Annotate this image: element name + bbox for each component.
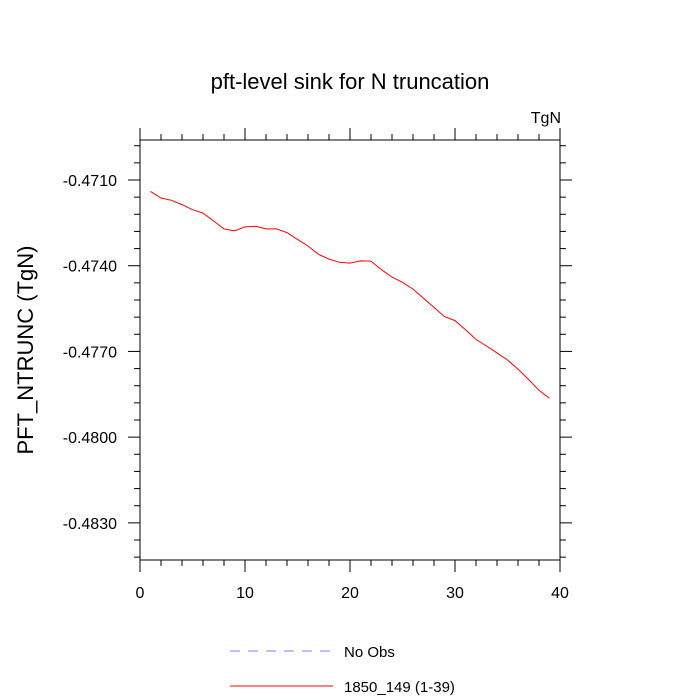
x-tick-label: 20 xyxy=(341,585,359,602)
y-tick-label: -0.4800 xyxy=(63,430,117,447)
y-tick-label: -0.4740 xyxy=(63,259,117,276)
plot-frame xyxy=(139,139,561,561)
x-tick-label: 40 xyxy=(551,585,569,602)
x-tick-label: 0 xyxy=(136,585,145,602)
x-tick-label: 30 xyxy=(446,585,464,602)
series-line xyxy=(150,190,550,399)
chart-title: pft-level sink for N truncation xyxy=(211,69,490,94)
units-label: TgN xyxy=(531,110,561,127)
y-tick-label: -0.4830 xyxy=(63,516,117,533)
y-tick-label: -0.4770 xyxy=(63,344,117,361)
legend-label: No Obs xyxy=(344,644,395,661)
legend: No Obs 1850_149 (1-39) xyxy=(230,644,455,696)
axis-ticks: 0 10 20 30 40 -0.4710 -0.4740 -0.4770 -0.4800 -0.… xyxy=(63,128,572,602)
y-axis-label: PFT_NTRUNC (TgN) xyxy=(13,246,38,455)
y-tick-label: -0.4710 xyxy=(63,173,117,190)
legend-label: 1850_149 (1-39) xyxy=(344,679,455,696)
series-layer xyxy=(150,190,550,399)
x-tick-label: 10 xyxy=(236,585,254,602)
